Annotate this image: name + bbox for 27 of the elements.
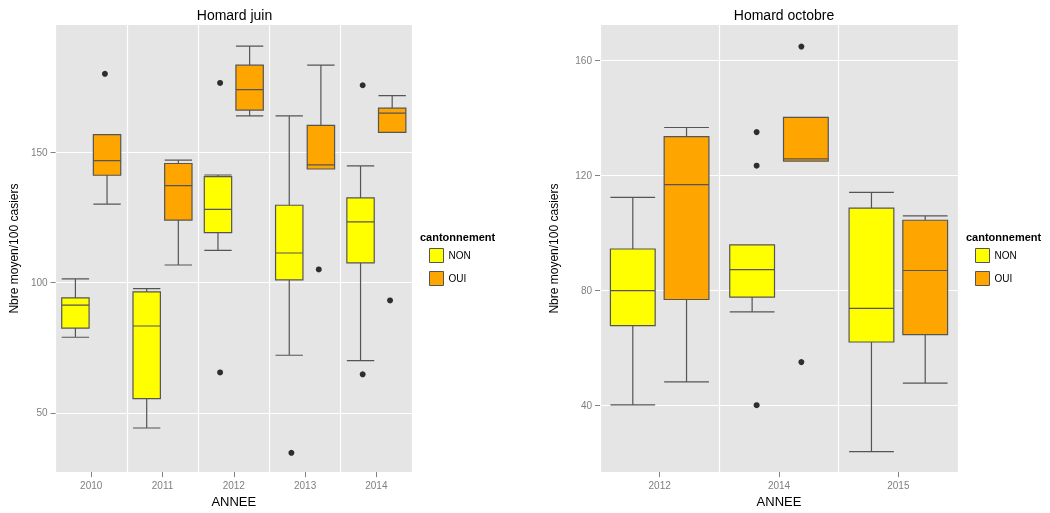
- x-tick-label: 2012: [222, 479, 246, 491]
- y-tick-label: 50: [36, 407, 49, 419]
- legend-label: NON: [448, 250, 471, 261]
- legend-title: cantonnement: [966, 230, 1042, 243]
- y-tick-label: 120: [575, 169, 593, 181]
- x-tick-label: 2014: [365, 479, 388, 491]
- x-tick-label: 2011: [151, 479, 174, 491]
- x-tick-label: 2013: [293, 479, 317, 491]
- y-axis-title: Nbre moyen/100 casiers: [547, 183, 561, 314]
- y-tick-label: 160: [575, 55, 593, 67]
- x-tick-label: 2010: [80, 479, 103, 491]
- chart-title: Homard octobre: [733, 7, 835, 23]
- x-tick-label: 2014: [767, 479, 791, 491]
- legend-title: cantonnement: [420, 230, 496, 243]
- legend-label: OUI: [994, 273, 1013, 284]
- y-axis-title: Nbre moyen/100 casiers: [7, 183, 21, 314]
- legend-label: NON: [994, 250, 1017, 261]
- legend-label: OUI: [448, 273, 467, 284]
- x-tick-label: 2015: [887, 479, 910, 491]
- x-axis-title: ANNEE: [211, 494, 257, 509]
- y-tick-label: 150: [30, 146, 49, 158]
- x-axis-title: ANNEE: [756, 494, 802, 509]
- y-tick-label: 80: [580, 284, 593, 296]
- y-tick-label: 100: [30, 276, 49, 288]
- chart-title: Homard juin: [196, 7, 273, 23]
- y-tick-label: 40: [580, 399, 593, 411]
- x-tick-label: 2012: [648, 479, 672, 491]
